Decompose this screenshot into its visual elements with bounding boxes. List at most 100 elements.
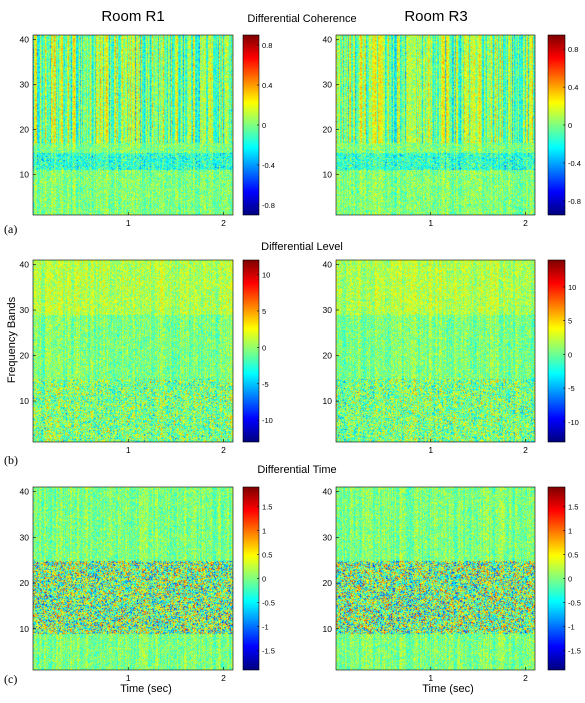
colorbar-tick-label: -10 — [262, 416, 273, 425]
y-tick-label: 20 — [20, 351, 30, 361]
colorbar-tick-label: -0.8 — [568, 197, 581, 206]
colorbar-tick-label: -1.5 — [262, 647, 275, 656]
colorbar-tick-label: 0 — [568, 575, 572, 584]
y-tick-label: 30 — [323, 532, 333, 542]
x-axis-label-right: Time (sec) — [422, 683, 474, 695]
colorbar-tick-label: -0.4 — [262, 161, 275, 170]
y-tick-label: 10 — [20, 624, 30, 634]
colorbar-tick-label: 10 — [568, 283, 576, 292]
colorbar-tick-label: -0.8 — [262, 201, 275, 210]
colorbar-tick-label: 0.8 — [568, 45, 578, 54]
colorbar-tick-label: 0 — [568, 350, 572, 359]
colorbar — [548, 35, 565, 215]
plot-frame — [32, 34, 234, 216]
colorbar-tick-label: -10 — [568, 418, 579, 427]
y-tick-label: 30 — [323, 305, 333, 315]
heatmap-panel: 10 20 30 40 1 2 -10 -5 0 5 10 — [20, 260, 273, 455]
colorbar-tick-label: -0.4 — [568, 159, 581, 168]
colorbar-tick-label: 5 — [262, 307, 266, 316]
colorbar-tick-label: 0.5 — [262, 550, 272, 559]
y-tick-label: 20 — [20, 125, 30, 135]
colorbar — [243, 487, 259, 670]
colorbar-tick-label: -5 — [262, 380, 269, 389]
colorbar-tick-label: 5 — [568, 317, 572, 326]
colorbar-frame — [242, 259, 260, 443]
x-tick-label: 2 — [221, 673, 226, 683]
y-tick-label: 20 — [323, 125, 333, 135]
x-tick-label: 2 — [221, 445, 226, 455]
heatmap-image — [336, 35, 535, 215]
y-tick-label: 40 — [20, 260, 30, 270]
colorbar-tick-label: -0.5 — [262, 599, 275, 608]
colorbar-tick-label: 0.5 — [568, 550, 578, 559]
plot-frame — [335, 259, 536, 443]
colorbar-tick-label: 0 — [262, 575, 266, 584]
heatmap-image — [33, 260, 233, 442]
panel-label-b: (b) — [4, 453, 18, 467]
colorbar-tick-label: 0 — [262, 343, 266, 352]
y-tick-label: 40 — [20, 35, 30, 45]
y-tick-label: 40 — [20, 487, 30, 497]
colorbar-tick-label: -0.5 — [568, 599, 581, 608]
y-tick-label: 40 — [323, 487, 333, 497]
y-tick-label: 10 — [20, 170, 30, 180]
colorbar-tick-label: 0.4 — [262, 81, 272, 90]
y-tick-label: 20 — [323, 578, 333, 588]
y-tick-label: 30 — [20, 532, 30, 542]
heatmap-image — [33, 35, 233, 215]
y-tick-label: 30 — [20, 305, 30, 315]
y-tick-label: 10 — [323, 396, 333, 406]
y-tick-label: 40 — [323, 260, 333, 270]
y-tick-label: 30 — [20, 80, 30, 90]
heatmap-panel: 10 20 30 40 1 2 -0.8 -0.4 0 0.4 0.8 — [323, 35, 581, 229]
x-tick-label: 1 — [428, 218, 433, 228]
plot-frame — [335, 486, 536, 671]
heatmap-panel: 10 20 30 40 1 2 -1.5 -1 -0.5 0 0.5 1 1.5 — [20, 487, 275, 683]
x-tick-label: 1 — [126, 445, 131, 455]
panel-label-c: (c) — [4, 672, 17, 686]
y-tick-label: 30 — [323, 80, 333, 90]
y-tick-label: 20 — [20, 578, 30, 588]
row-title-differential-time: Differential Time — [257, 464, 336, 476]
colorbar-tick-label: 1 — [262, 526, 266, 535]
plot-frame — [32, 486, 234, 671]
colorbar — [243, 260, 259, 442]
x-tick-label: 2 — [523, 673, 528, 683]
y-tick-label: 20 — [323, 351, 333, 361]
colorbar-tick-label: -1.5 — [568, 647, 581, 656]
y-axis-label: Frequency Bands — [6, 296, 18, 383]
plot-frame — [335, 34, 536, 216]
colorbar-tick-label: -5 — [568, 384, 575, 393]
y-tick-label: 40 — [323, 35, 333, 45]
x-tick-label: 1 — [126, 218, 131, 228]
x-tick-label: 2 — [221, 218, 226, 228]
heatmap-image — [336, 260, 535, 442]
colorbar-tick-label: 0 — [262, 121, 266, 130]
x-tick-label: 2 — [523, 445, 528, 455]
colorbar-frame — [547, 259, 566, 443]
heatmap-panel: 10 20 30 40 1 2 -10 -5 0 5 10 — [323, 260, 579, 455]
colorbar-tick-label: 1 — [568, 526, 572, 535]
x-tick-label: 1 — [126, 673, 131, 683]
colorbar-tick-label: 1.5 — [262, 502, 272, 511]
heatmap-panel: 10 20 30 40 1 2 -1.5 -1 -0.5 0 0.5 1 1.5 — [323, 487, 581, 683]
x-tick-label: 1 — [428, 673, 433, 683]
row-title-differential-coherence: Differential Coherence — [247, 13, 356, 25]
x-tick-label: 2 — [523, 218, 528, 228]
row-title-differential-level: Differential Level — [261, 241, 343, 253]
colorbar-tick-label: 1.5 — [568, 502, 578, 511]
x-tick-label: 1 — [428, 445, 433, 455]
colorbar-tick-label: 0.8 — [262, 41, 272, 50]
panel-label-a: (a) — [4, 222, 17, 236]
colorbar-tick-label: -1 — [262, 623, 269, 632]
y-tick-label: 10 — [323, 624, 333, 634]
y-tick-label: 10 — [20, 396, 30, 406]
y-tick-label: 10 — [323, 170, 333, 180]
heatmap-image — [33, 487, 233, 670]
colorbar — [548, 487, 565, 670]
colorbar — [548, 260, 565, 442]
colorbar-tick-label: 0.4 — [568, 83, 578, 92]
heatmap-panel: 10 20 30 40 1 2 -0.8 -0.4 0 0.4 0.8 — [20, 35, 275, 229]
colorbar-tick-label: -1 — [568, 623, 575, 632]
